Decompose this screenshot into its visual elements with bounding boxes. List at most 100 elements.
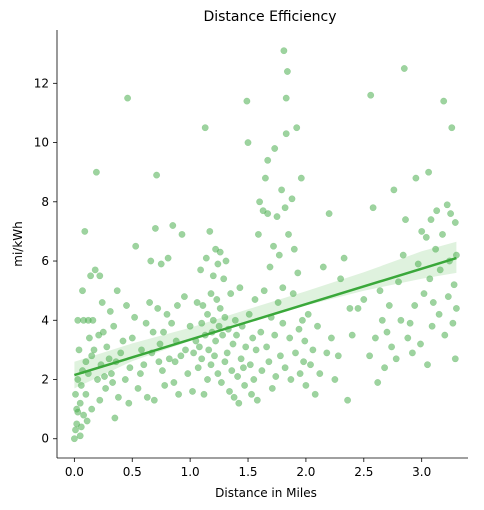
data-point bbox=[433, 207, 441, 215]
data-point bbox=[399, 251, 407, 259]
data-point bbox=[251, 296, 259, 303]
data-point bbox=[157, 260, 165, 268]
data-point bbox=[222, 257, 230, 265]
data-point bbox=[211, 352, 218, 360]
data-point bbox=[404, 334, 412, 342]
data-point bbox=[169, 222, 177, 229]
data-point bbox=[311, 390, 319, 398]
data-point bbox=[354, 304, 362, 312]
data-point bbox=[77, 381, 85, 389]
data-point bbox=[195, 343, 203, 351]
data-point bbox=[340, 254, 348, 262]
x-ticks: 0.0 0.5 1.0 1.5 2.0 2.5 3.0 bbox=[65, 458, 431, 479]
data-point bbox=[88, 352, 96, 360]
data-point bbox=[297, 174, 305, 182]
data-point bbox=[209, 316, 217, 324]
data-point bbox=[180, 293, 188, 301]
data-point bbox=[143, 393, 151, 401]
data-point bbox=[161, 381, 169, 389]
data-point bbox=[80, 411, 88, 419]
data-point bbox=[279, 284, 287, 292]
data-point bbox=[113, 287, 121, 295]
x-tick-label: 0.0 bbox=[65, 465, 84, 479]
data-point bbox=[72, 390, 79, 398]
data-point bbox=[98, 299, 106, 306]
data-point bbox=[402, 216, 409, 224]
data-point bbox=[214, 260, 222, 268]
data-point bbox=[74, 376, 82, 383]
data-point bbox=[182, 346, 189, 354]
data-point bbox=[199, 302, 207, 309]
data-point bbox=[307, 361, 314, 369]
data-point bbox=[200, 390, 208, 398]
data-point bbox=[96, 272, 104, 280]
y-tick-label: 6 bbox=[41, 254, 49, 268]
y-tick-label: 2 bbox=[41, 373, 49, 387]
data-point bbox=[214, 370, 222, 378]
data-point bbox=[271, 145, 279, 152]
data-point bbox=[432, 245, 440, 253]
data-point bbox=[293, 124, 301, 132]
data-point bbox=[173, 302, 181, 309]
data-point bbox=[274, 299, 282, 306]
data-point bbox=[160, 328, 167, 336]
data-point bbox=[448, 124, 456, 132]
data-point bbox=[126, 364, 134, 372]
data-point bbox=[74, 408, 82, 416]
data-point bbox=[82, 358, 90, 366]
data-point bbox=[266, 263, 274, 271]
data-point bbox=[276, 352, 284, 360]
data-point bbox=[111, 414, 119, 422]
data-point bbox=[165, 355, 173, 363]
data-point bbox=[289, 290, 297, 298]
data-point bbox=[109, 379, 117, 386]
confidence-band bbox=[74, 241, 457, 389]
data-point bbox=[184, 370, 192, 378]
data-point bbox=[140, 361, 148, 369]
data-point bbox=[83, 417, 91, 425]
data-point bbox=[302, 381, 310, 389]
data-point bbox=[451, 355, 459, 363]
data-point bbox=[227, 290, 235, 298]
data-point bbox=[106, 307, 114, 315]
data-point bbox=[300, 358, 308, 366]
data-point bbox=[131, 313, 139, 321]
data-point bbox=[105, 355, 113, 363]
data-point bbox=[264, 156, 272, 164]
data-point bbox=[230, 393, 238, 401]
data-point bbox=[258, 367, 266, 375]
data-point bbox=[290, 245, 298, 253]
data-point bbox=[153, 171, 161, 179]
data-point bbox=[194, 364, 202, 372]
x-tick-label: 1.5 bbox=[238, 465, 257, 479]
data-point bbox=[327, 334, 335, 342]
data-point bbox=[233, 331, 240, 339]
data-point bbox=[425, 168, 433, 176]
data-point bbox=[285, 230, 292, 238]
y-axis-label: mi/kWh bbox=[11, 221, 25, 267]
data-point bbox=[376, 287, 384, 295]
data-point bbox=[253, 396, 261, 404]
data-point bbox=[107, 370, 115, 378]
data-point bbox=[388, 343, 396, 351]
data-point bbox=[72, 426, 79, 434]
data-point bbox=[217, 379, 225, 386]
data-point bbox=[90, 346, 98, 354]
data-point bbox=[261, 174, 269, 182]
y-tick-label: 0 bbox=[41, 432, 49, 446]
data-point bbox=[282, 130, 290, 138]
data-point bbox=[75, 346, 83, 354]
data-point bbox=[265, 358, 273, 366]
data-point bbox=[273, 213, 281, 221]
y-ticks: 0 2 4 6 8 10 12 bbox=[34, 76, 57, 446]
data-point bbox=[95, 331, 103, 339]
data-point bbox=[436, 266, 444, 274]
data-point bbox=[229, 340, 237, 348]
data-point bbox=[223, 349, 231, 357]
data-point bbox=[242, 343, 250, 351]
data-point bbox=[216, 304, 224, 312]
data-point bbox=[206, 227, 214, 235]
data-point bbox=[77, 423, 85, 431]
data-point bbox=[216, 248, 224, 256]
data-point bbox=[88, 405, 96, 413]
